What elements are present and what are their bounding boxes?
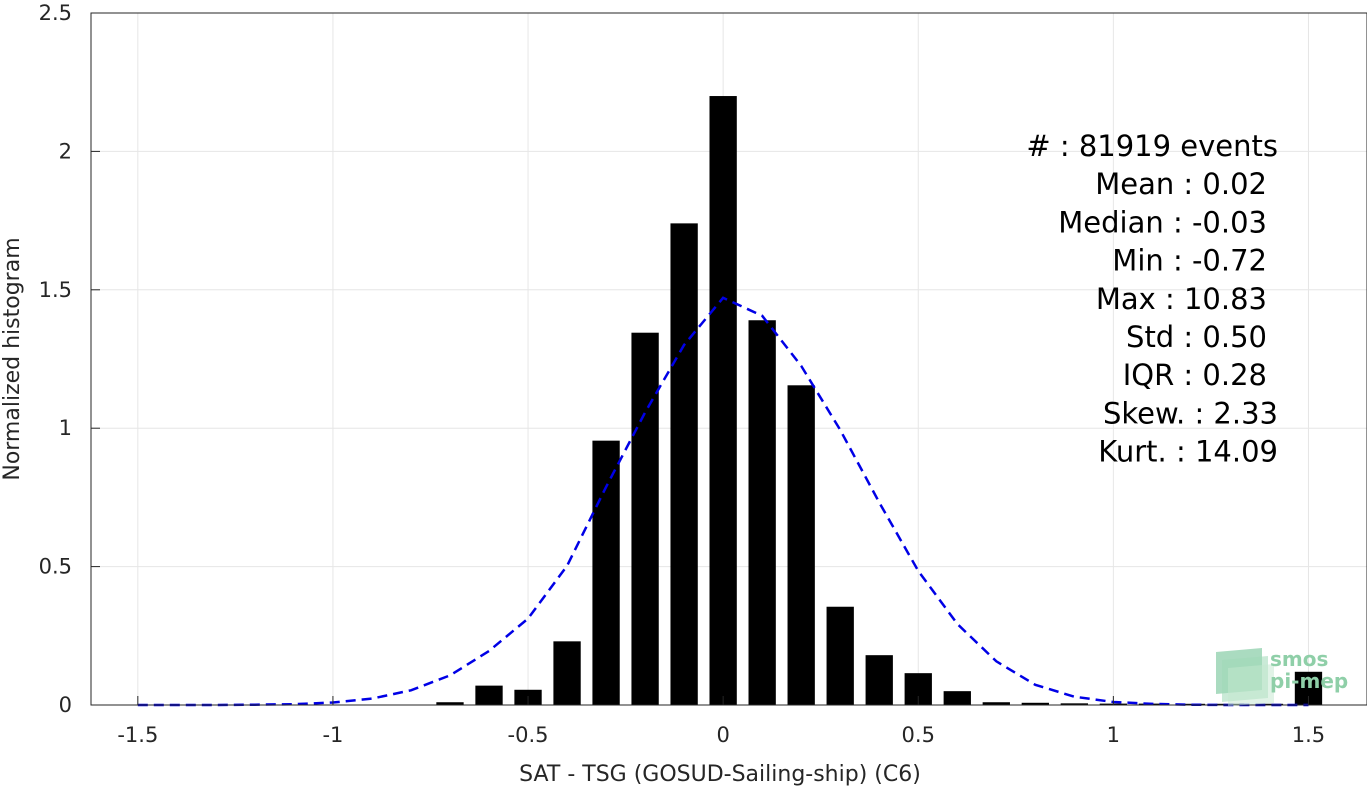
histogram-bar (670, 223, 698, 706)
logo-text-line-1: smos (1270, 647, 1328, 671)
y-tick-label: 2 (59, 139, 72, 163)
histogram-bar (982, 702, 1010, 705)
stats-line: Skew. : 2.33 (1103, 396, 1278, 430)
axis-ticks (91, 12, 1309, 706)
x-axis-label: SAT - TSG (GOSUD-Sailing-ship) (C6) (519, 762, 921, 787)
x-tick-labels: -1.5 -1 -0.5 0 0.5 1 1.5 (117, 723, 1325, 747)
y-tick-label: 1.5 (39, 278, 72, 302)
y-tick-label: 1 (59, 416, 72, 440)
histogram-bar (1021, 702, 1049, 705)
x-tick-label: -1.5 (117, 723, 158, 747)
histogram-bar (709, 96, 737, 706)
histogram-bar (787, 385, 815, 705)
smos-pimep-logo: smos pi-mep (1216, 647, 1348, 706)
histogram-bar (826, 606, 854, 705)
histogram-bar (943, 691, 971, 705)
histogram-bar (592, 440, 620, 705)
stats-line: IQR : 0.28 (1123, 358, 1267, 392)
logo-text-line-2: pi-mep (1270, 669, 1348, 693)
histogram-bar (865, 655, 893, 705)
stats-line: Min : -0.72 (1112, 244, 1267, 278)
stats-line: # : 81919 events (1026, 129, 1278, 163)
stats-line: Max : 10.83 (1096, 282, 1267, 316)
stats-line: Median : -0.03 (1058, 205, 1267, 239)
stats-line: Std : 0.50 (1126, 320, 1267, 354)
stats-line: Mean : 0.02 (1095, 167, 1267, 201)
histogram-bar (631, 332, 659, 705)
statistics-annotation: # : 81919 events Mean : 0.02 Median : -0.0… (1026, 129, 1278, 469)
plot-frame (90, 12, 1367, 706)
logo-mark-icon (1216, 648, 1274, 706)
y-tick-labels: 0 0.5 1 1.5 2 2.5 (39, 1, 72, 717)
y-tick-label: 0 (59, 693, 72, 717)
x-tick-label: 1.5 (1292, 723, 1325, 747)
x-tick-label: 1 (1107, 723, 1120, 747)
histogram-bar (475, 685, 503, 705)
y-axis-label: Normalized histogram (0, 237, 25, 480)
x-tick-label: 0 (716, 723, 729, 747)
y-tick-label: 0.5 (39, 555, 72, 579)
histogram-bars (436, 96, 1323, 706)
histogram-bar (1255, 703, 1284, 705)
histogram-bar (1060, 703, 1088, 705)
x-tick-label: -1 (322, 723, 343, 747)
histogram-bar (436, 702, 464, 705)
x-tick-label: -0.5 (508, 723, 549, 747)
histogram-bar (748, 320, 776, 705)
x-tick-label: 0.5 (902, 723, 935, 747)
histogram-bar (553, 641, 581, 705)
y-tick-label: 2.5 (39, 1, 72, 25)
stats-line: Kurt. : 14.09 (1098, 435, 1278, 469)
